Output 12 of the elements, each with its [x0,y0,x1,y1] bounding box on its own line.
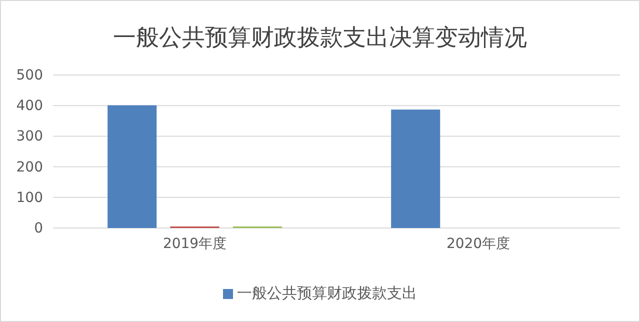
y-tick-label: 500 [16,67,43,84]
y-tick-label: 100 [16,190,43,206]
legend-label: 一般公共预算财政拨款支出 [237,284,417,302]
bar [108,105,157,228]
y-tick-label: 400 [16,98,43,114]
chart-title: 一般公共预算财政拨款支出决算变动情况 [113,25,527,51]
bar [391,110,440,228]
x-tick-label: 2020年度 [446,236,510,252]
x-tick-label: 2019年度 [162,236,227,252]
y-tick-label: 200 [16,159,43,176]
y-tick-label: 300 [16,128,43,145]
y-tick-label: 0 [34,220,43,236]
